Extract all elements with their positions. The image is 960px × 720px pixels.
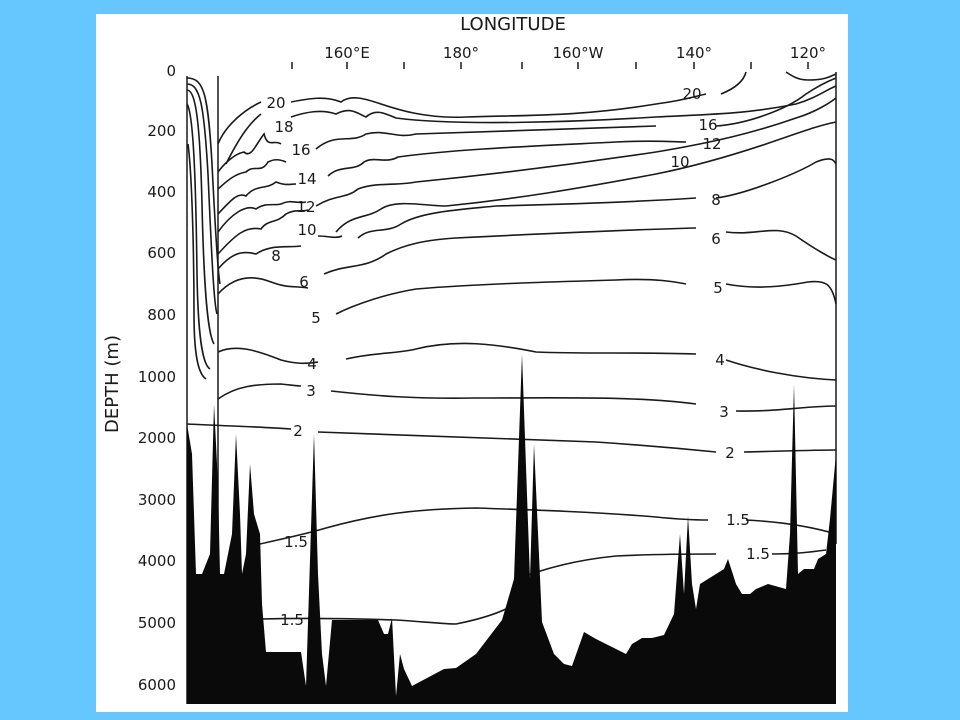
y-tick-label: 200 <box>147 122 176 140</box>
seafloor-topography <box>187 354 836 704</box>
y-tick-label: 3000 <box>138 491 176 509</box>
isotherm-label: 5 <box>311 309 321 327</box>
isotherm-label: 1.5 <box>746 545 770 563</box>
isotherm-label: 12 <box>702 135 721 153</box>
x-tick-label: 160°W <box>553 44 604 62</box>
isotherm-label: 20 <box>682 85 701 103</box>
x-tick-label: 180° <box>443 44 479 62</box>
isotherm-line <box>186 89 215 345</box>
chart-panel: LONGITUDE 160°E 180° 160°W 140° 120° DEP… <box>96 14 848 712</box>
y-tick-label: 600 <box>147 244 176 262</box>
isotherm-label: 6 <box>711 230 721 248</box>
isotherm-line <box>217 77 837 173</box>
isotherm-line <box>217 227 837 275</box>
isotherm-label: 10 <box>297 221 316 239</box>
isotherm-label: 16 <box>291 141 310 159</box>
isotherm-line <box>217 97 837 215</box>
isotherm-label: 2 <box>293 422 303 440</box>
y-tick-label: 1000 <box>138 368 176 386</box>
isotherm-line <box>186 103 211 370</box>
isotherm-label: 5 <box>713 279 723 297</box>
isotherm-label: 8 <box>271 247 281 265</box>
isotherms: 20 20 18 16 16 14 12 12 10 10 8 8 6 6 5 … <box>186 71 837 629</box>
y-tick-label: 5000 <box>138 614 176 632</box>
isotherm-line <box>217 342 837 381</box>
y-tick-label: 2000 <box>138 429 176 447</box>
isotherm-label: 8 <box>711 191 721 209</box>
isotherm-line <box>186 83 218 315</box>
isotherm-label: 14 <box>297 170 316 188</box>
isotherm-line <box>186 423 837 453</box>
isotherm-line <box>217 158 837 255</box>
y-tick-label: 800 <box>147 306 176 324</box>
y-tick-label: 4000 <box>138 552 176 570</box>
y-tick-label: 0 <box>166 62 176 80</box>
isotherm-line <box>225 85 837 165</box>
isotherm-label: 1.5 <box>284 533 308 551</box>
x-axis: 160°E 180° 160°W 140° 120° <box>291 44 826 69</box>
isotherm-line <box>259 607 509 625</box>
x-tick-label: 140° <box>676 44 712 62</box>
isotherm-line <box>217 121 837 233</box>
isotherm-line <box>217 140 687 190</box>
isotherm-line <box>217 277 837 315</box>
y-axis: 0 200 400 600 800 1000 2000 3000 4000 50… <box>138 62 176 694</box>
isotherm-label: 20 <box>266 94 285 112</box>
x-axis-title: LONGITUDE <box>460 14 566 35</box>
isotherm-label: 3 <box>719 403 729 421</box>
isotherm-line <box>217 71 837 145</box>
isotherm-line <box>187 143 207 380</box>
isotherm-line <box>217 383 837 412</box>
temperature-section-chart: LONGITUDE 160°E 180° 160°W 140° 120° DEP… <box>102 14 837 704</box>
y-tick-label: 6000 <box>138 676 176 694</box>
x-tick-label: 120° <box>790 44 826 62</box>
isotherm-label: 4 <box>307 355 317 373</box>
y-tick-label: 400 <box>147 183 176 201</box>
isotherm-label: 2 <box>725 444 735 462</box>
x-tick-label: 160°E <box>324 44 370 62</box>
isotherm-label: 18 <box>274 118 293 136</box>
isotherm-label: 10 <box>670 153 689 171</box>
isotherm-label: 3 <box>306 382 316 400</box>
y-axis-title: DEPTH (m) <box>102 335 123 433</box>
isotherm-label: 16 <box>698 116 717 134</box>
isotherm-label: 12 <box>296 198 315 216</box>
isotherm-label: 1.5 <box>280 611 304 629</box>
isotherm-line <box>513 549 827 581</box>
isotherm-label: 4 <box>715 351 725 369</box>
isotherm-label: 1.5 <box>726 511 750 529</box>
isotherm-label: 6 <box>299 273 309 291</box>
